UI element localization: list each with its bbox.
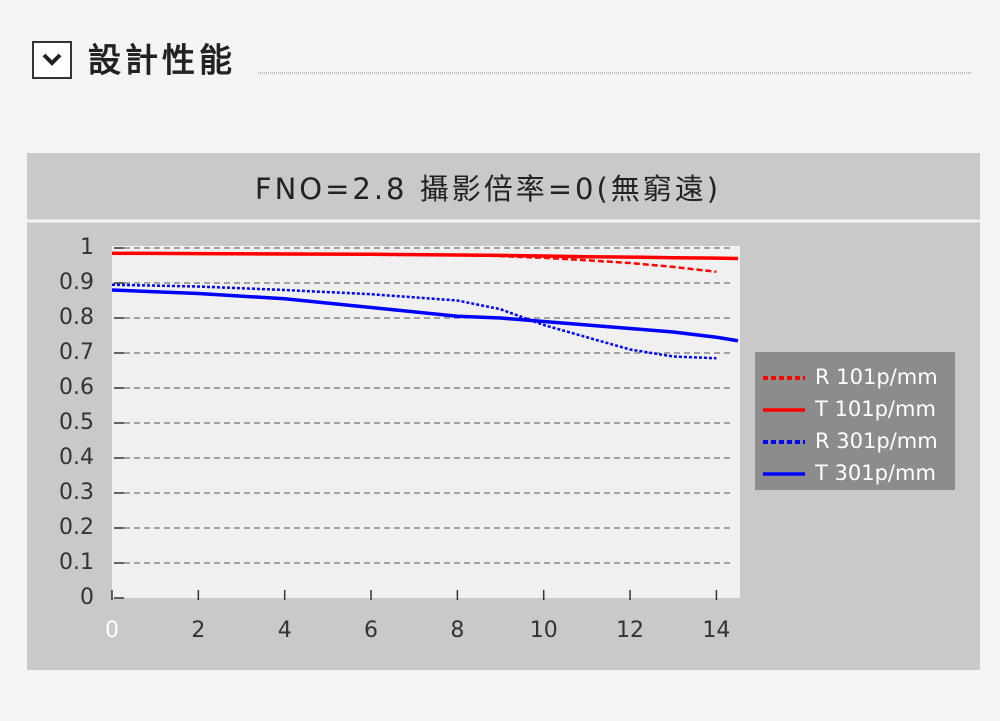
x-tick-label: 4 <box>278 618 292 643</box>
y-tick-label: 0.6 <box>59 375 94 400</box>
legend-label: T 101p/mm <box>814 397 936 421</box>
y-tick-label: 0.4 <box>59 445 94 470</box>
y-tick-label: 1 <box>80 235 94 260</box>
x-tick-label: 6 <box>364 618 378 643</box>
x-tick-label: 0 <box>105 618 119 643</box>
y-tick-label: 0 <box>80 585 94 610</box>
y-tick-label: 0.3 <box>59 480 94 505</box>
series-line <box>111 251 739 261</box>
series-line <box>111 283 717 360</box>
chevron-icon <box>42 53 62 66</box>
x-tick-label: 14 <box>702 618 730 643</box>
x-tick-label: 8 <box>450 618 464 643</box>
x-tick-label: 2 <box>191 618 205 643</box>
y-tick-label: 0.2 <box>59 515 94 540</box>
legend-box <box>755 352 955 490</box>
chart-title: FNO=2.8 攝影倍率=0(無窮遠) <box>255 172 721 206</box>
y-tick-label: 0.5 <box>59 410 94 435</box>
collapse-toggle[interactable] <box>32 41 72 79</box>
legend-label: T 301p/mm <box>814 461 936 485</box>
y-tick-label: 0.9 <box>59 270 94 295</box>
y-tick-label: 0.7 <box>59 340 94 365</box>
x-tick-label: 12 <box>616 618 644 643</box>
legend-label: R 101p/mm <box>815 365 938 389</box>
y-tick-label: 0.8 <box>59 305 94 330</box>
series-line <box>111 288 739 343</box>
section-title: 設計性能 <box>88 41 236 80</box>
y-tick-label: 0.1 <box>59 550 94 575</box>
x-tick-label: 10 <box>530 618 558 643</box>
plot-area <box>112 246 740 598</box>
legend-label: R 301p/mm <box>815 429 938 453</box>
